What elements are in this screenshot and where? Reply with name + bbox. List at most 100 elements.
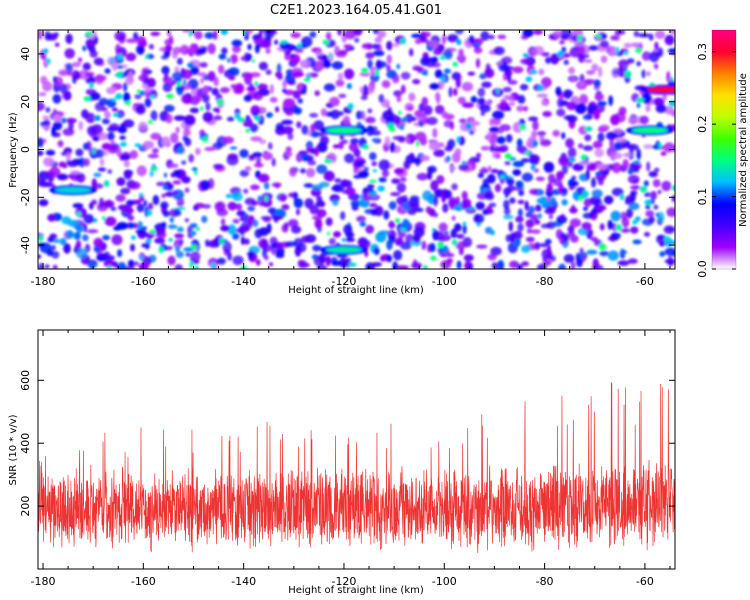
spectrogram-cell	[99, 197, 104, 208]
spectrogram-cell	[401, 117, 407, 123]
colorbar-gradient	[712, 30, 736, 269]
spectrogram-cell	[331, 61, 344, 70]
x-tick-label: -180	[31, 275, 56, 288]
spectrogram-cell	[456, 136, 460, 144]
spectrogram-cell	[547, 244, 552, 256]
spectrogram-cell	[576, 257, 583, 268]
spectrogram-cell	[345, 231, 355, 239]
spectrogram-cell	[195, 227, 200, 231]
spectrogram-cell	[119, 135, 126, 141]
spectrogram-cell	[222, 136, 234, 144]
spectrogram-cell	[117, 126, 127, 134]
spectrogram-cell	[142, 140, 155, 150]
spectrogram-cell	[311, 184, 323, 192]
spectrogram-cell	[313, 256, 325, 267]
spectrogram-cell	[428, 141, 440, 151]
spectrogram-cell	[97, 132, 109, 141]
spectrogram-cell	[361, 67, 369, 74]
spectrogram-cell	[451, 239, 458, 246]
spectrogram-cell	[194, 30, 203, 40]
spectrogram-cell	[346, 83, 352, 90]
spectrogram-cell	[420, 155, 430, 162]
spectrogram-cell	[624, 70, 632, 78]
spectrogram-cell	[593, 79, 601, 88]
spectrogram-cell	[125, 38, 138, 44]
spectrogram-cell	[666, 71, 671, 83]
spectrogram-cell	[298, 150, 308, 156]
spectrogram-cell	[481, 81, 492, 88]
spectrogram-cell	[626, 58, 635, 64]
spectrogram-cell	[369, 179, 377, 183]
spectrogram-cell	[336, 254, 348, 259]
spectrogram-cell	[197, 72, 207, 77]
spectrogram-cell	[534, 242, 541, 250]
spectrogram-cell	[627, 167, 634, 175]
spectrogram-cell	[136, 89, 141, 93]
spectrogram-cell	[612, 222, 618, 232]
spectrogram-cell	[518, 145, 528, 154]
spectrogram-cell	[659, 241, 666, 247]
spectrogram-cell	[436, 175, 445, 184]
spectrogram-cell	[189, 223, 198, 229]
spectrogram-cell	[546, 221, 556, 229]
spectrogram-cell	[65, 63, 73, 73]
spectrogram-cell	[281, 204, 290, 211]
spectrogram-cell	[173, 115, 186, 121]
spectrogram-cell	[237, 117, 245, 123]
spectrogram-cell	[517, 264, 524, 269]
spectrogram-cell	[532, 120, 539, 131]
spectrogram-cell	[154, 237, 166, 244]
spectrogram-cell	[169, 163, 179, 168]
spectrogram-cell	[149, 229, 156, 234]
spectrogram-cell	[371, 161, 378, 167]
spectrogram-cell	[114, 31, 126, 41]
spectrogram-cell	[558, 183, 564, 194]
spectrogram-cell	[434, 69, 443, 79]
spectrogram-cell	[238, 225, 249, 230]
spectrogram-cell	[291, 73, 302, 78]
spectrogram-cell	[521, 172, 534, 182]
spectrogram-cell	[325, 217, 333, 226]
spectrogram-cell	[591, 177, 596, 188]
spectrogram-cell	[581, 222, 592, 231]
spectrogram-cell	[569, 157, 576, 162]
spectrogram-cell	[522, 105, 529, 112]
spectrogram-cell	[168, 238, 173, 242]
spectrogram-cell	[227, 201, 238, 211]
spectrogram-cell	[200, 180, 211, 191]
spectrogram-cell	[458, 136, 465, 146]
spectrogram-cell	[66, 152, 71, 163]
spectrogram-cell	[579, 94, 589, 105]
spectrogram-cell	[232, 255, 244, 266]
spectrogram-cell	[258, 61, 268, 71]
spectrogram-cell	[645, 204, 651, 210]
spectrogram-cell	[165, 114, 173, 124]
spectrogram-cell	[660, 151, 667, 156]
spectrogram-cell	[598, 66, 603, 78]
spectrogram-cell	[667, 258, 674, 266]
spectrogram-cell	[297, 98, 304, 104]
spectrogram-cell	[561, 132, 566, 140]
spectrogram-cell	[378, 159, 391, 171]
spectrogram-cell	[165, 44, 173, 52]
spectrogram-cell	[405, 136, 410, 144]
spectrogram-cell	[493, 46, 506, 56]
spectrogram-cell	[289, 167, 297, 177]
spectrogram-cell	[265, 48, 271, 54]
spectrogram-cell	[57, 140, 64, 148]
spectrogram-cell	[652, 179, 661, 188]
spectrogram-cell	[93, 172, 102, 178]
spectrogram-cell	[626, 208, 633, 219]
spectrogram-cell	[217, 64, 225, 74]
spectrogram-cell	[293, 107, 302, 115]
spectrogram-cell	[152, 194, 160, 206]
spectrogram-cell	[38, 30, 43, 40]
spectrogram-cell	[448, 196, 457, 208]
spectrogram-cell	[275, 252, 285, 259]
spectrogram-cell	[599, 250, 609, 257]
spectrogram-cell	[258, 173, 270, 183]
spectrogram-cell	[91, 124, 103, 136]
spectrogram-cell	[219, 238, 225, 245]
spectrogram-cell	[671, 185, 675, 191]
spectrogram-cell	[375, 59, 382, 71]
